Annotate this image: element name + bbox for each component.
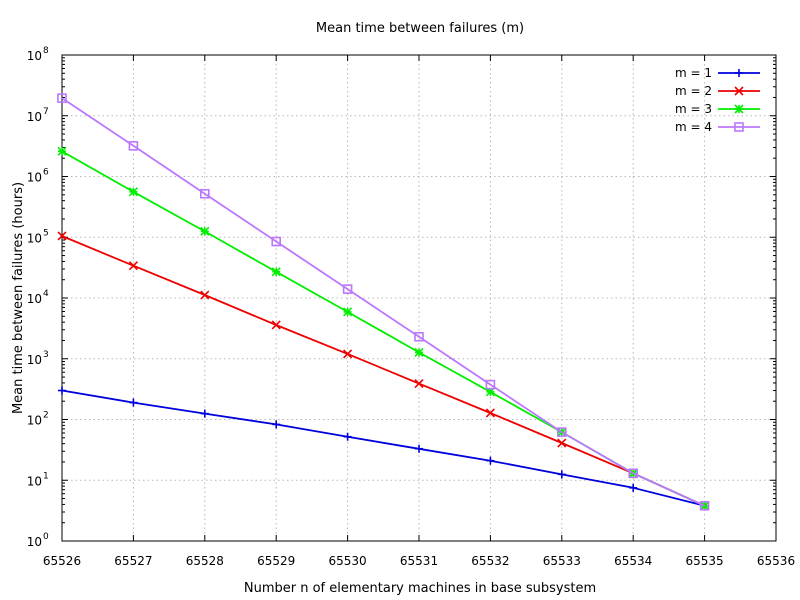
series-line [61,97,705,507]
data-point [485,379,496,390]
x-tick-label: 65527 [114,554,152,568]
data-point [57,231,67,241]
data-point [271,267,281,277]
y-tick-exponent: 7 [43,107,49,117]
data-point [200,226,210,236]
x-tick-label: 65530 [329,554,367,568]
data-point [58,386,66,395]
x-tick-label: 65536 [757,554,795,568]
data-point [628,468,639,479]
data-point [414,331,424,342]
legend-marker [735,69,743,77]
data-point [342,284,353,294]
legend-label: m = 4 [675,120,712,134]
legend-label: m = 3 [675,102,712,116]
x-tick-label: 65534 [614,554,652,568]
y-tick-label: 10 [27,474,42,488]
legend-label: m = 2 [675,84,712,98]
x-tick-label: 65531 [400,554,438,568]
axes: 65526 65527 65528 65529 65530 65531 65532 65533… [27,46,795,568]
y-tick-exponent: 0 [43,532,49,542]
x-tick-label: 65528 [186,554,224,568]
y-tick-label: 10 [27,292,42,306]
y-tick-label: 10 [27,49,42,63]
series-4 [57,93,710,511]
y-tick-exponent: 4 [43,289,49,299]
data-point [272,420,281,429]
y-tick-exponent: 2 [43,411,49,421]
series-line [61,389,705,507]
data-point [271,236,282,247]
data-point [128,141,139,151]
x-tick-label: 65533 [543,554,581,568]
series-3 [57,146,710,511]
plot-frame [61,54,777,542]
data-point [415,444,423,453]
y-tick-exponent: 8 [43,46,49,56]
x-tick-label: 65526 [43,554,81,568]
data-point [485,408,495,418]
x-tick-label: 65535 [686,554,724,568]
data-point [414,347,424,358]
y-tick-exponent: 5 [43,228,49,238]
series-line [61,150,705,507]
x-tick-label: 65532 [471,554,509,568]
data-point [129,398,138,407]
data-point [200,188,210,199]
series-layer [57,93,710,511]
series-line [61,235,705,507]
y-tick-exponent: 6 [43,168,49,178]
y-tick-exponent: 1 [43,471,49,481]
legend-marker [734,122,744,132]
x-axis-label: Number n of elementary machines in base … [244,581,596,596]
grid [62,55,776,541]
data-point [128,261,138,271]
data-point [343,307,353,317]
data-point [629,483,638,492]
y-axis-label: Mean time between failures (hours) [11,182,26,414]
legend-marker [734,86,744,96]
series-1 [58,386,709,510]
y-tick-label: 10 [27,353,42,367]
data-point [557,470,566,479]
data-point [200,409,209,418]
chart-title: Mean time between failures (m) [316,21,524,36]
data-point [699,500,710,511]
y-tick-label: 10 [27,414,42,428]
data-point [556,427,567,437]
y-tick-exponent: 3 [43,350,49,360]
y-tick-label: 10 [27,110,42,124]
legend: m = 1 m = 2 m = 3 m = 4 [675,66,760,134]
y-tick-label: 10 [27,535,42,549]
data-point [57,146,67,156]
data-point [343,432,352,441]
y-tick-label: 10 [27,231,42,245]
data-point [557,438,567,448]
data-point [271,320,281,330]
x-tick-label: 65529 [257,554,295,568]
data-point [414,379,424,389]
data-point [343,349,353,359]
data-point [200,290,210,300]
legend-label: m = 1 [675,66,712,80]
data-point [128,187,138,197]
series-2 [57,231,710,511]
data-point [57,93,67,103]
y-tick-label: 10 [27,171,42,185]
data-point [486,456,495,465]
legend-marker [734,104,744,114]
